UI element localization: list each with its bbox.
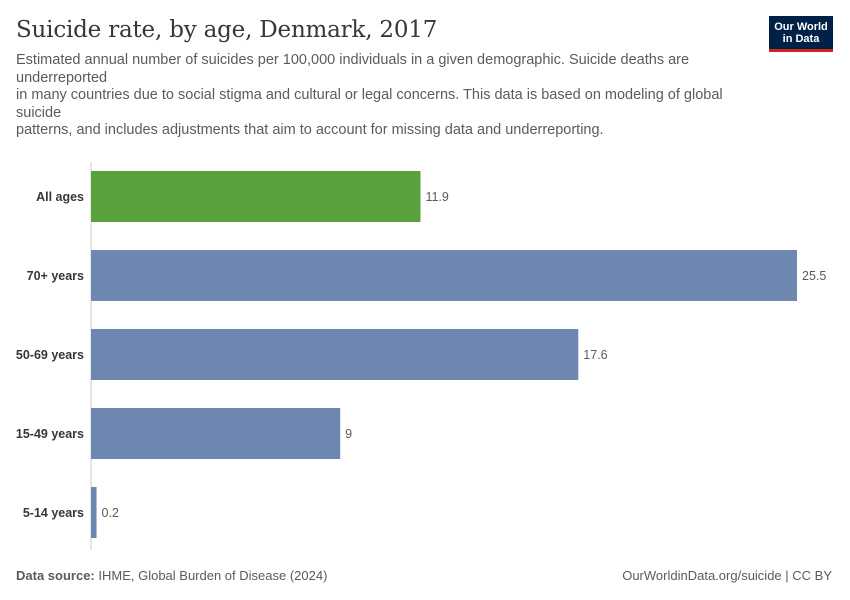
logo-line: Our World: [774, 21, 828, 33]
subtitle-line: patterns, and includes adjustments that …: [16, 122, 604, 138]
category-label: 50-69 years: [16, 348, 84, 362]
category-label: 70+ years: [27, 269, 84, 283]
source-label: Data source:: [16, 568, 95, 583]
category-label: All ages: [36, 190, 84, 204]
category-label: 15-49 years: [16, 427, 84, 441]
data-source: Data source: IHME, Global Burden of Dise…: [16, 568, 327, 583]
bar-15-49-years[interactable]: [91, 408, 341, 459]
bars-group: All ages 11.9 70+ years 25.5 50-69 years 17.6…: [16, 171, 826, 538]
chart-title: Suicide rate, by age, Denmark, 2017: [16, 17, 438, 43]
owid-logo[interactable]: Our World in Data: [769, 16, 833, 52]
value-label: 25.5: [802, 269, 826, 283]
source-text: IHME, Global Burden of Disease (2024): [94, 568, 328, 583]
credit-link[interactable]: OurWorldinData.org/suicide | CC BY: [622, 568, 832, 583]
category-label: 5-14 years: [23, 506, 84, 520]
subtitle-line: underreported: [16, 69, 108, 86]
subtitle-line: Estimated annual number of suicides per …: [16, 52, 690, 68]
subtitle-line: in many countries due to social stigma a…: [16, 87, 723, 103]
subtitle-line: suicide: [16, 104, 62, 121]
bar-5-14-years[interactable]: [91, 487, 97, 538]
value-label: 0.2: [102, 506, 119, 520]
value-label: 11.9: [425, 190, 448, 204]
bar-50-69-years[interactable]: [91, 329, 579, 380]
value-label: 17.6: [583, 348, 607, 362]
value-label: 9: [345, 427, 352, 441]
bar-all-ages[interactable]: [91, 171, 421, 222]
chart-subtitle: Estimated annual number of suicides per …: [16, 52, 746, 140]
logo-line: in Data: [782, 33, 820, 45]
bar-70-years[interactable]: [91, 250, 797, 301]
